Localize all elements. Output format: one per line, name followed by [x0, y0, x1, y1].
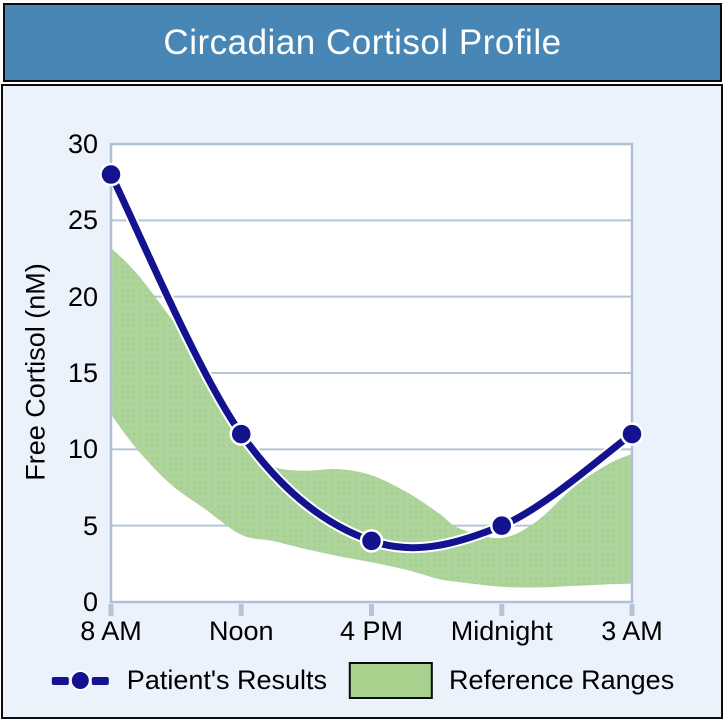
plot-border [109, 142, 634, 604]
x-tick-label: 4 PM [339, 616, 404, 646]
data-point-marker [620, 422, 644, 446]
x-tick-label: Midnight [450, 616, 553, 646]
y-tick-label: 20 [67, 281, 98, 312]
legend-dash-icon [91, 676, 109, 685]
x-axis-tick [238, 604, 244, 616]
y-tick-label: 5 [82, 510, 98, 541]
y-tick-label: 0 [82, 587, 98, 617]
legend-dot-icon [69, 670, 91, 691]
reference-range-band [111, 247, 632, 588]
reference-range-legend-swatch [349, 662, 434, 699]
legend: Patient's Results Reference Ranges [51, 662, 675, 699]
x-axis-tick [108, 604, 114, 616]
legend-dash-icon [51, 676, 69, 685]
x-tick-label: Noon [208, 616, 274, 646]
patient-line-legend-marker [51, 670, 109, 691]
x-tick-label: 3 AM [601, 616, 663, 646]
x-axis-tick [499, 604, 505, 616]
y-tick-label: 25 [67, 205, 98, 236]
data-point-marker [229, 422, 253, 446]
y-tick-label: 10 [67, 434, 98, 465]
chart-title-bar: Circadian Cortisol Profile [3, 3, 722, 82]
x-axis-tick [369, 604, 374, 616]
x-axis-tick [629, 604, 635, 616]
data-point-marker [99, 162, 123, 187]
legend-patient-label: Patient's Results [126, 665, 328, 695]
data-point-marker [359, 529, 384, 553]
patient-line [107, 171, 636, 552]
page-title: Circadian Cortisol Profile [163, 22, 562, 62]
legend-reference-label: Reference Ranges [449, 665, 675, 695]
x-tick-label: 8 AM [80, 616, 142, 646]
data-point-marker [490, 513, 514, 538]
y-tick-label: 30 [67, 129, 98, 159]
y-tick-label: 15 [67, 358, 98, 388]
